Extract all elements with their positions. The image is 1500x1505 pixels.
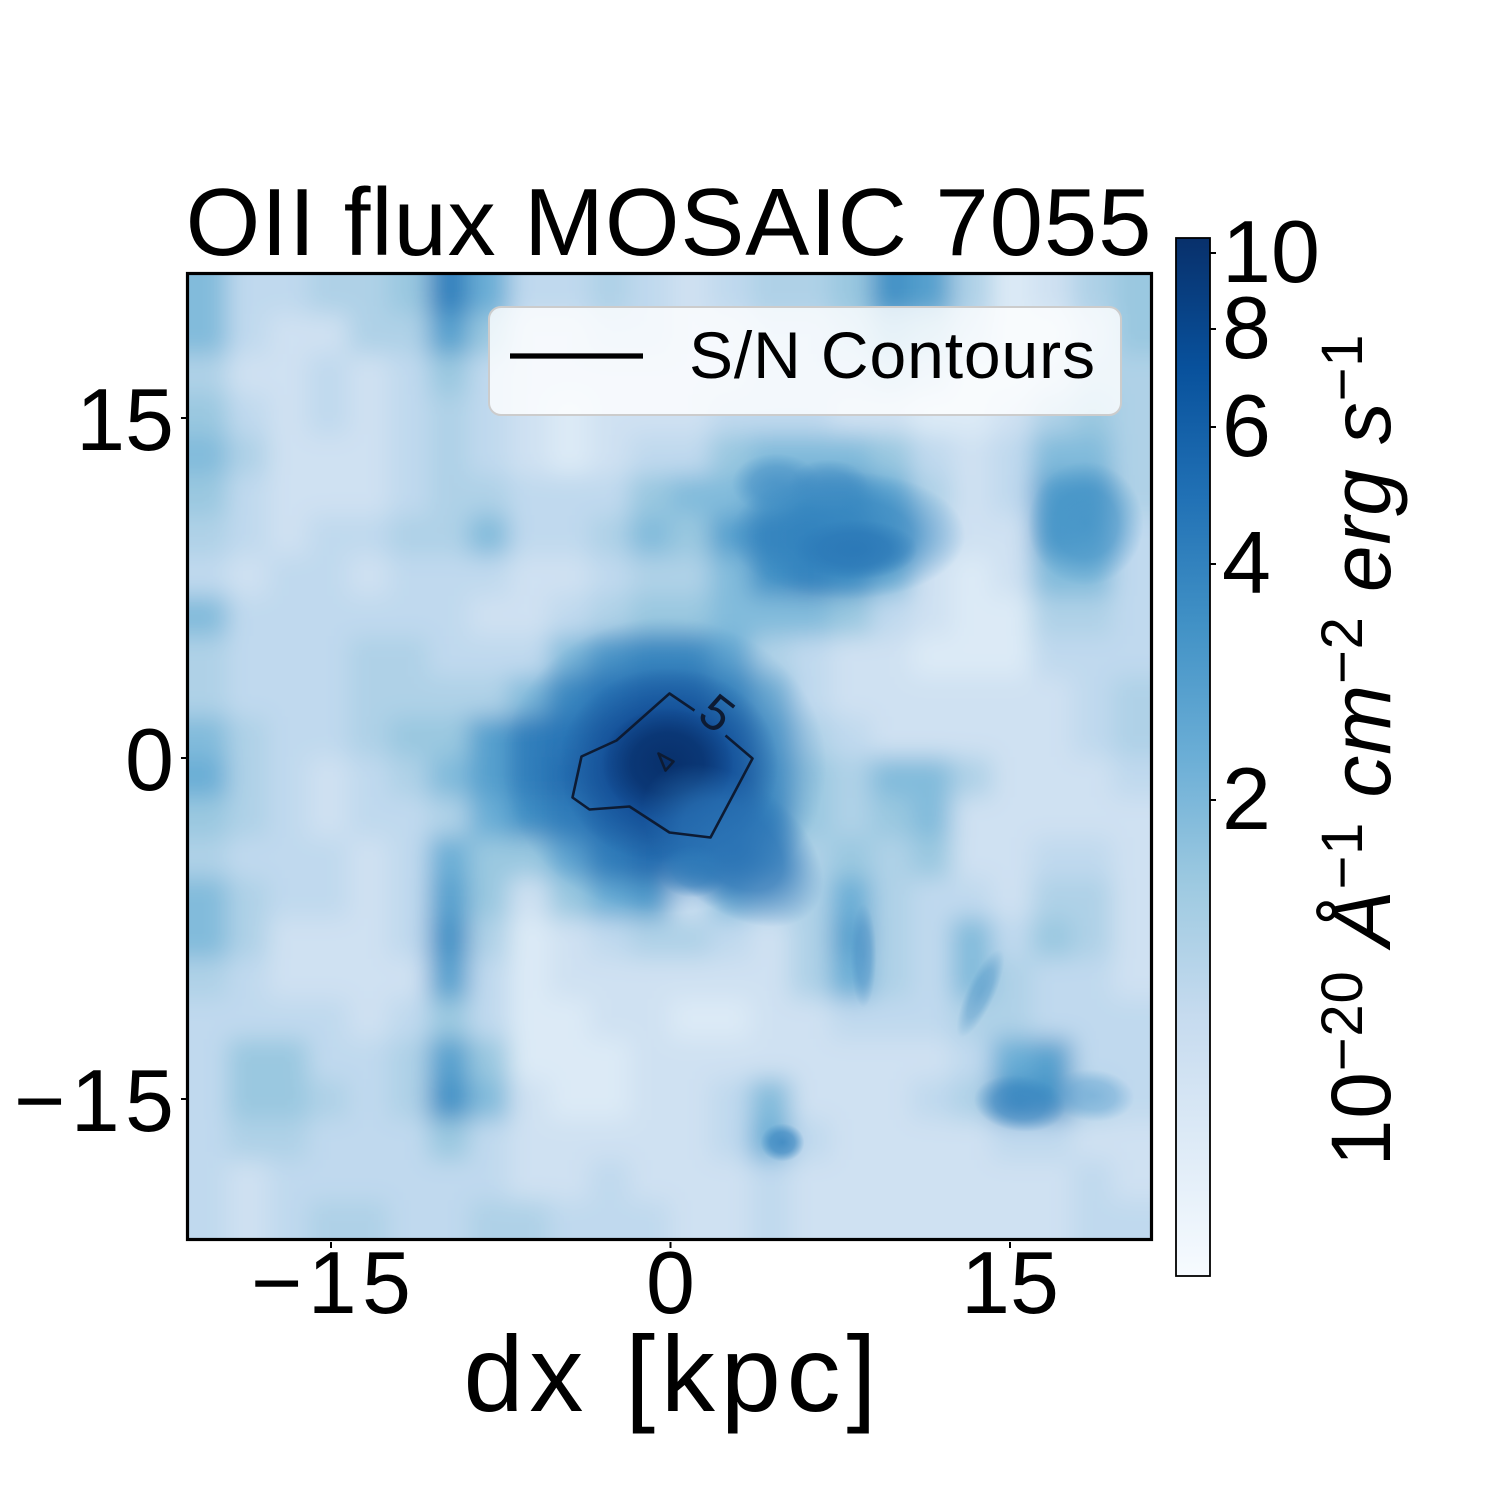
svg-text:−15: −15 — [251, 1233, 411, 1332]
svg-text:4: 4 — [1222, 513, 1271, 612]
svg-text:S/N Contours: S/N Contours — [689, 318, 1095, 392]
svg-text:0: 0 — [125, 710, 174, 809]
svg-text:6: 6 — [1222, 376, 1271, 475]
svg-text:15: 15 — [961, 1233, 1059, 1332]
svg-text:dx [kpc]: dx [kpc] — [464, 1313, 877, 1434]
svg-text:2: 2 — [1222, 749, 1271, 848]
svg-text:15: 15 — [76, 370, 174, 469]
svg-text:OII flux MOSAIC 7055: OII flux MOSAIC 7055 — [186, 169, 1153, 276]
svg-text:10: 10 — [1222, 202, 1320, 301]
svg-text:−15: −15 — [14, 1051, 174, 1150]
svg-text:10−20 Å−1 cm−2 erg s−1: 10−20 Å−1 cm−2 erg s−1 — [1310, 334, 1408, 1167]
svg-text:8: 8 — [1222, 278, 1271, 377]
svg-text:0: 0 — [646, 1233, 695, 1332]
